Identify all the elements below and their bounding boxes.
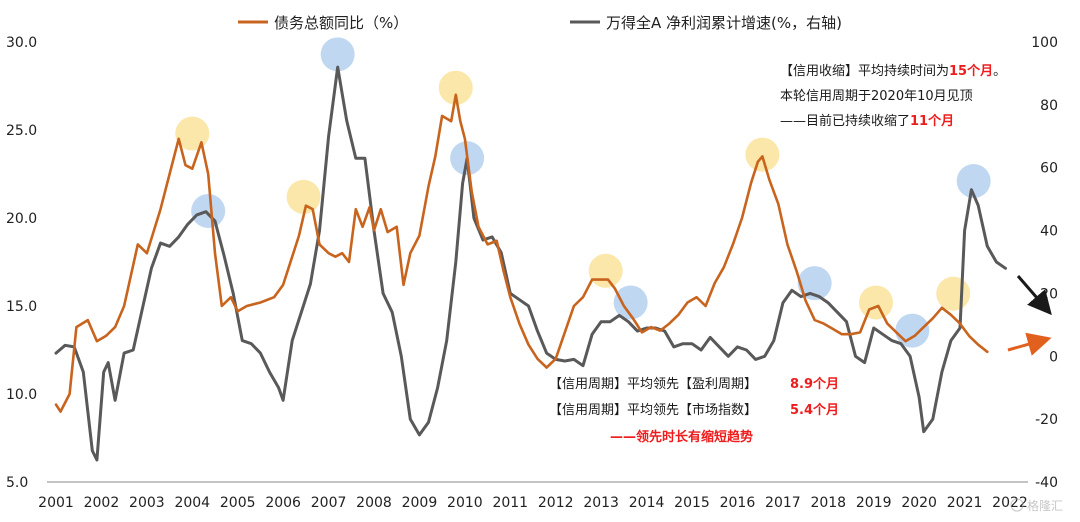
annotation-lead-value: 5.4个月 [790, 402, 839, 418]
watermark: 格隆汇 [1010, 498, 1063, 513]
x-tick-label: 2011 [492, 495, 528, 511]
arrow-down-icon [1016, 275, 1052, 316]
y-left-tick-label: 30.0 [6, 35, 37, 51]
annotation-credit-contraction: ——目前已持续收缩了11个月 [780, 113, 954, 129]
x-tick-label: 2015 [674, 495, 710, 511]
x-tick-label: 2012 [538, 495, 574, 511]
annotation-lead-trend: ——领先时长有缩短趋势 [610, 429, 753, 445]
series-line-profit-growth [54, 65, 1007, 462]
annotation-lead-text: 【信用周期】平均领先【盈利周期】 [549, 377, 757, 392]
y-left-tick-label: 15.0 [6, 299, 37, 315]
highlight-marker-blue [797, 266, 832, 301]
x-tick-label: 2018 [810, 495, 846, 511]
y-right-tick-label: 100 [1031, 35, 1058, 51]
highlight-marker-yellow [438, 70, 473, 105]
x-tick-label: 2008 [356, 495, 392, 511]
trend-arrows [1007, 275, 1052, 356]
annotation-credit-contraction: 【信用收缩】平均持续时间为15个月。 [780, 63, 1006, 79]
highlight-marker-yellow [286, 179, 321, 214]
x-tick-label: 2017 [765, 495, 801, 511]
highlight-marker-blue [320, 37, 355, 72]
legend-label: 债务总额同比（%） [274, 14, 408, 32]
x-tick-label: 2002 [84, 495, 120, 511]
legend: 债务总额同比（%） 万得全A 净利润累计增速(%，右轴) [238, 14, 842, 32]
highlight-markers [175, 37, 991, 348]
y-right-tick-label: 0 [1049, 349, 1058, 365]
legend-label: 万得全A 净利润累计增速(%，右轴) [606, 14, 842, 32]
series-lines [54, 65, 1007, 462]
highlight-marker-yellow [858, 285, 893, 320]
x-tick-label: 2005 [220, 495, 256, 511]
annotation-lead-text: 【信用周期】平均领先【市场指数】 [549, 402, 757, 418]
x-tick-label: 2021 [947, 495, 983, 511]
x-tick-label: 2010 [447, 495, 483, 511]
x-tick-label: 2006 [265, 495, 301, 511]
y-right-tick-label: -20 [1035, 412, 1058, 428]
x-tick-label: 2009 [402, 495, 438, 511]
annotation-credit-contraction: 本轮信用周期于2020年10月见顶 [780, 89, 973, 104]
highlight-marker-blue [613, 285, 648, 320]
x-tick-label: 2019 [856, 495, 892, 511]
tick-labels: 2001 2002 2003 2004 2005 2006 2007 2008 2009 2010… [6, 35, 1058, 511]
y-right-tick-label: 40 [1040, 224, 1058, 240]
y-right-tick-label: 80 [1040, 98, 1058, 114]
y-right-tick-label: 60 [1040, 161, 1058, 177]
y-left-tick-label: 20.0 [6, 211, 37, 227]
highlight-marker-yellow [936, 276, 971, 311]
y-right-tick-label: 20 [1040, 286, 1058, 302]
highlight-marker-yellow [588, 253, 623, 288]
watermark-text: 格隆汇 [1027, 498, 1063, 513]
highlight-marker-yellow [745, 137, 780, 172]
series-line-debt-growth [54, 93, 989, 413]
watermark-logo-icon [1010, 498, 1024, 512]
x-tick-label: 2020 [901, 495, 937, 511]
highlight-marker-blue [191, 193, 226, 228]
x-tick-label: 2007 [311, 495, 347, 511]
annotations: 【信用收缩】平均持续时间为15个月。本轮信用周期于2020年10月见顶 ——目前已… [549, 63, 1006, 445]
x-tick-label: 2014 [629, 495, 665, 511]
annotation-lead-value: 8.9个月 [790, 376, 839, 392]
x-tick-label: 2001 [38, 495, 74, 511]
x-tick-label: 2016 [720, 495, 756, 511]
x-tick-label: 2013 [583, 495, 619, 511]
y-left-tick-label: 5.0 [6, 475, 28, 491]
y-left-tick-label: 10.0 [6, 387, 37, 403]
highlight-marker-blue [956, 164, 991, 199]
y-left-tick-label: 25.0 [6, 123, 37, 139]
x-tick-label: 2003 [129, 495, 165, 511]
x-tick-label: 2004 [174, 495, 210, 511]
y-right-tick-label: -40 [1035, 475, 1058, 491]
arrow-up-icon [1007, 332, 1052, 356]
